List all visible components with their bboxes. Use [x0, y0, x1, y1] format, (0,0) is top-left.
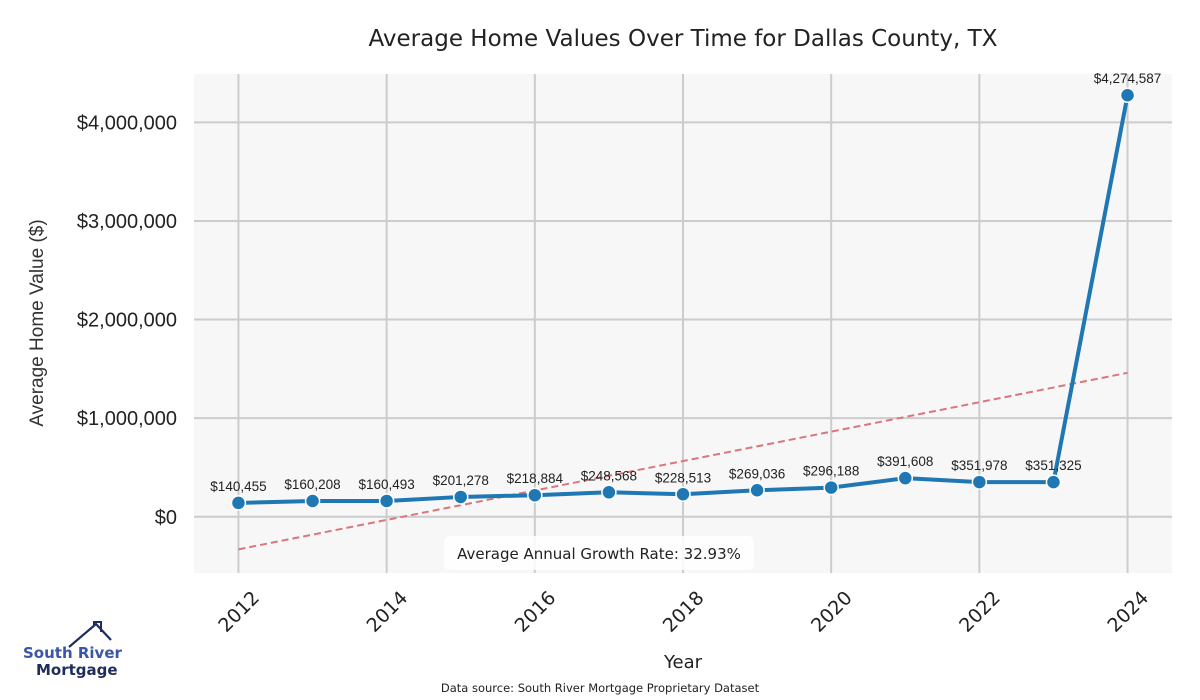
- data-point: [378, 493, 395, 509]
- data-source-note: Data source: South River Mortgage Propri…: [441, 681, 760, 695]
- x-tick-label: 2016: [511, 587, 561, 637]
- data-label: $391,608: [877, 454, 933, 469]
- data-point: [601, 484, 617, 501]
- trend-line: [238, 371, 1128, 551]
- y-tick-label: $1,000,000: [77, 408, 177, 430]
- data-point: [304, 493, 321, 509]
- x-tick-label: 2020: [807, 587, 857, 637]
- data-point: [897, 470, 914, 486]
- y-tick-labels: $0 $1,000,000 $2,000,000 $3,000,000 $4,000,0…: [77, 112, 177, 528]
- data-point: [823, 479, 839, 496]
- data-labels: $140,455 $160,208 $160,493 $201,278 $218,884…: [210, 71, 1161, 494]
- data-label: $296,188: [803, 464, 859, 479]
- house-roof-icon: [68, 622, 112, 648]
- data-label: $351,978: [951, 458, 1007, 473]
- x-tick-label: 2014: [362, 587, 412, 637]
- data-point: [971, 474, 988, 490]
- data-point: [527, 487, 543, 503]
- y-tick-label: $2,000,000: [77, 310, 177, 332]
- y-tick-label: $3,000,000: [77, 211, 177, 233]
- data-label: $218,884: [507, 471, 564, 486]
- data-label: $4,274,587: [1094, 71, 1162, 86]
- x-axis-label: Year: [663, 652, 703, 673]
- x-gridlines: [237, 74, 1129, 573]
- y-gridlines: [194, 121, 1172, 518]
- x-tick-label: 2012: [214, 587, 264, 637]
- data-label: $201,278: [433, 473, 489, 488]
- data-point: [452, 489, 469, 505]
- y-axis-label: Average Home Value ($): [27, 219, 48, 426]
- data-point: [230, 495, 247, 511]
- x-tick-label: 2024: [1103, 587, 1153, 637]
- y-tick-label: $0: [155, 507, 177, 529]
- logo-line2: Mortgage: [36, 661, 118, 679]
- data-point: [749, 482, 765, 499]
- growth-annotation-box: [444, 536, 754, 570]
- x-tick-label: 2018: [659, 587, 709, 637]
- growth-annotation: Average Annual Growth Rate: 32.93%: [444, 536, 754, 570]
- data-label: $351,325: [1025, 458, 1081, 473]
- x-tick-label: 2022: [955, 587, 1005, 637]
- data-label: $248,568: [581, 468, 637, 483]
- company-logo: South River Mortgage: [23, 621, 123, 679]
- data-label: $160,493: [358, 477, 414, 492]
- data-label: $160,208: [284, 477, 340, 492]
- y-tick-label: $4,000,000: [77, 112, 177, 134]
- data-label: $269,036: [729, 466, 785, 481]
- data-label: $228,513: [655, 470, 711, 485]
- chart-title: Average Home Values Over Time for Dallas…: [369, 26, 998, 52]
- x-tick-labels: 2012 2014 2016 2018 2020 2022 2024: [214, 587, 1153, 637]
- chimney-icon: [93, 621, 102, 632]
- data-point: [1045, 474, 1062, 490]
- data-point: [675, 486, 691, 503]
- growth-annotation-text: Average Annual Growth Rate: 32.93%: [457, 545, 741, 563]
- data-point: [1119, 87, 1136, 103]
- data-points: [230, 87, 1136, 511]
- logo-line1: South River: [23, 644, 123, 662]
- data-label: $140,455: [210, 479, 266, 494]
